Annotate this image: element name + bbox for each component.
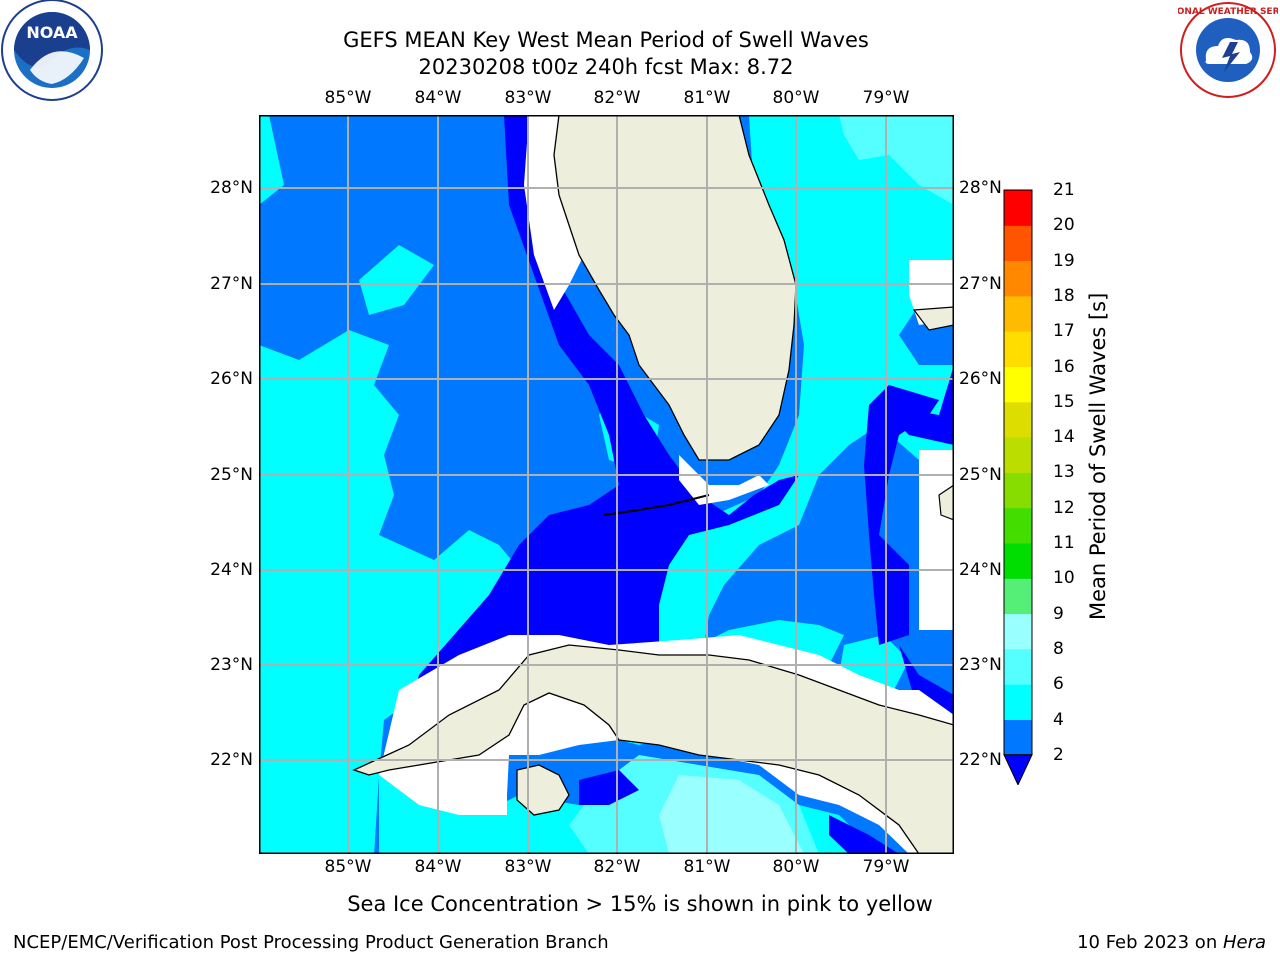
- lon-label-top: 83°W: [504, 88, 552, 108]
- colorbar-tick-label: 19: [1053, 250, 1075, 271]
- colorbar-segment: [1004, 331, 1032, 367]
- colorbar-segment: [1004, 684, 1032, 720]
- colorbar-segment: [1004, 613, 1032, 650]
- colorbar-tick-label: 21: [1053, 180, 1075, 200]
- footer-host: Hera: [1222, 932, 1266, 953]
- colorbar-tick-label: 4: [1053, 709, 1064, 730]
- footer-left: NCEP/EMC/Verification Post Processing Pr…: [13, 932, 609, 953]
- florida-keys: [603, 494, 710, 516]
- footer-date: 10 Feb 2023 on: [1077, 932, 1223, 953]
- colorbar-label: Mean Period of Swell Waves [s]: [1086, 292, 1110, 620]
- colorbar-tick-label: 11: [1053, 533, 1075, 553]
- lon-label-bottom: 85°W: [324, 857, 372, 877]
- colorbar-tick-label: 18: [1053, 285, 1075, 306]
- florida-land: [553, 115, 797, 461]
- lat-label-right: 25°N: [959, 465, 1002, 485]
- colorbar-under-arrow: [1003, 754, 1033, 785]
- lon-label-bottom: 81°W: [683, 857, 731, 877]
- colorbar-tick-label: 20: [1053, 215, 1075, 236]
- lon-label-top: 79°W: [862, 88, 910, 108]
- colorbar-segments: [1003, 189, 1033, 785]
- lat-label-left: 22°N: [210, 750, 253, 770]
- lat-label-right: 28°N: [959, 178, 1002, 198]
- nws-logo: NATIONAL WEATHER SERVICE: [1178, 2, 1278, 98]
- lat-label-right: 22°N: [959, 750, 1002, 770]
- noaa-logo-text: NOAA: [26, 23, 78, 42]
- lat-label-left: 23°N: [210, 655, 253, 675]
- lat-label-left: 26°N: [210, 369, 253, 389]
- lat-label-right: 27°N: [959, 274, 1002, 294]
- lon-label-bottom: 82°W: [593, 857, 641, 877]
- colorbar-tick-label: 12: [1053, 497, 1075, 518]
- lat-label-left: 27°N: [210, 274, 253, 294]
- chart-title: GEFS MEAN Key West Mean Period of Swell …: [343, 28, 869, 52]
- lon-label-bottom: 80°W: [772, 857, 820, 877]
- lon-label-top: 85°W: [324, 88, 372, 108]
- lon-label-top: 81°W: [683, 88, 731, 108]
- band-8-9-region: [659, 775, 804, 854]
- lat-label-right: 24°N: [959, 560, 1002, 580]
- colorbar-tick-label: 17: [1053, 321, 1075, 342]
- colorbar-segment: [1004, 437, 1032, 473]
- lon-label-top: 80°W: [772, 88, 820, 108]
- colorbar-segment: [1004, 543, 1032, 579]
- lon-label-bottom: 79°W: [862, 857, 910, 877]
- lon-label-top: 84°W: [414, 88, 462, 108]
- lon-label-bottom: 83°W: [504, 857, 552, 877]
- lat-label-left: 24°N: [210, 560, 253, 580]
- lat-label-right: 26°N: [959, 369, 1002, 389]
- colorbar-tick-label: 10: [1053, 568, 1075, 589]
- colorbar-tick-label: 14: [1053, 427, 1075, 448]
- colorbar-tick-label: 15: [1053, 391, 1075, 412]
- nws-logo-text: NATIONAL WEATHER SERVICE: [1178, 7, 1278, 17]
- lon-label-bottom: 84°W: [414, 857, 462, 877]
- graticule: [259, 115, 954, 854]
- colorbar-segment: [1004, 648, 1032, 685]
- band-below-2-regions: [399, 115, 954, 854]
- footer-right: 10 Feb 2023 on Hera: [1077, 932, 1266, 954]
- chart-subtitle: 20230208 t00z 240h fcst Max: 8.72: [418, 55, 794, 79]
- cuba-land: [352, 644, 954, 854]
- colorbar-tick-label: 9: [1053, 603, 1064, 624]
- lon-label-top: 82°W: [593, 88, 641, 108]
- lat-label-left: 28°N: [210, 178, 253, 198]
- colorbar-segment: [1004, 225, 1032, 262]
- grand-bahama-land: [912, 306, 954, 331]
- colorbar-segment: [1004, 366, 1032, 403]
- map-frame: [259, 115, 954, 854]
- colorbar-segment: [1004, 507, 1032, 544]
- colorbar-segment: [1004, 472, 1032, 509]
- isle-of-youth-land: [516, 764, 570, 816]
- colorbar-tick-label: 16: [1053, 356, 1075, 377]
- andros-land: [938, 484, 954, 521]
- colorbar-segment: [1004, 401, 1032, 438]
- colorbar-tick-label: 8: [1053, 638, 1064, 659]
- colorbar-tick-label: 13: [1053, 462, 1075, 483]
- noaa-logo: NOAA: [1, 0, 103, 101]
- colorbar-tick-label: 6: [1053, 674, 1064, 695]
- colorbar-segment: [1004, 295, 1032, 332]
- colorbar-segment: [1004, 190, 1032, 226]
- colorbar-segment: [1004, 260, 1032, 297]
- colorbar-segment: [1004, 578, 1032, 615]
- lat-label-right: 23°N: [959, 655, 1002, 675]
- colorbar-segment: [1004, 719, 1032, 756]
- colorbar-tick-label: 2: [1053, 744, 1064, 765]
- lat-label-left: 25°N: [210, 465, 253, 485]
- colorbar: [1003, 189, 1033, 785]
- sea-ice-note: Sea Ice Concentration > 15% is shown in …: [347, 892, 933, 916]
- swell-period-map: [259, 115, 954, 854]
